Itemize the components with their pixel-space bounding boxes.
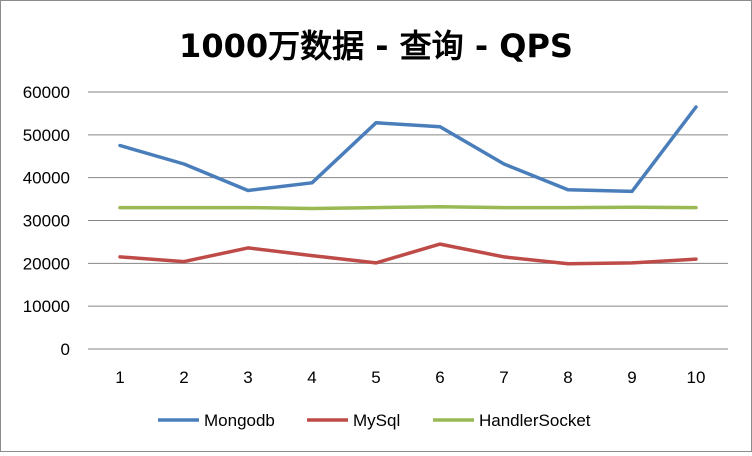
series-line-mysql [118,242,698,266]
legend-label-mongodb: Mongodb [204,411,275,430]
data-point-mysql [182,260,186,264]
data-point-mongodb [694,105,698,109]
data-point-mysql [374,261,378,265]
data-point-mongodb [374,121,378,125]
x-tick-label: 8 [563,368,572,387]
y-tick-label: 60000 [23,83,70,102]
data-point-mysql [694,257,698,261]
data-point-mongodb [438,125,442,129]
data-point-mysql [630,261,634,265]
x-tick-label: 2 [179,368,188,387]
data-point-mysql [246,246,250,250]
x-tick-label: 3 [243,368,252,387]
gridlines [88,91,728,307]
data-point-mongodb [310,181,314,185]
x-tick-label: 7 [499,368,508,387]
data-point-handlersocket [438,205,442,209]
axes: 0 10000 20000 30000 40000 50000 60000 1 2 3 4 5 6 7 8 9… [23,83,728,387]
legend: Mongodb MySql HandlerSocket [158,411,591,430]
data-point-handlersocket [502,206,506,210]
data-point-handlersocket [566,206,570,210]
legend-label-mysql: MySql [353,411,400,430]
data-point-handlersocket [694,206,698,210]
data-point-mysql [502,255,506,259]
series-lines [118,105,698,266]
y-tick-label: 40000 [23,169,70,188]
x-tick-label: 5 [371,368,380,387]
series-line-handlersocket [118,205,698,211]
data-point-mongodb [630,189,634,193]
data-point-mongodb [246,189,250,193]
data-point-handlersocket [246,206,250,210]
y-tick-label: 30000 [23,212,70,231]
data-point-mysql [566,262,570,266]
data-point-mongodb [566,188,570,192]
data-point-mysql [310,254,314,258]
x-tick-label: 10 [687,368,706,387]
x-tick-label: 6 [435,368,444,387]
data-point-handlersocket [310,207,314,211]
legend-label-handlersocket: HandlerSocket [479,411,591,430]
chart-title: 1000万数据 - 查询 - QPS [179,27,573,65]
data-point-mysql [438,242,442,246]
data-point-handlersocket [182,206,186,210]
y-tick-label: 20000 [23,254,70,273]
x-tick-label: 4 [307,368,316,387]
x-tick-label: 9 [627,368,636,387]
y-tick-label: 10000 [23,297,70,316]
x-tick-label: 1 [115,368,124,387]
data-point-mongodb [502,162,506,166]
data-point-handlersocket [630,205,634,209]
data-point-mysql [118,255,122,259]
data-point-handlersocket [118,206,122,210]
y-tick-label: 0 [61,340,70,359]
data-point-handlersocket [374,206,378,210]
y-tick-label: 50000 [23,126,70,145]
data-point-mongodb [182,162,186,166]
data-point-mongodb [118,144,122,148]
series-line-mongodb [118,105,698,194]
